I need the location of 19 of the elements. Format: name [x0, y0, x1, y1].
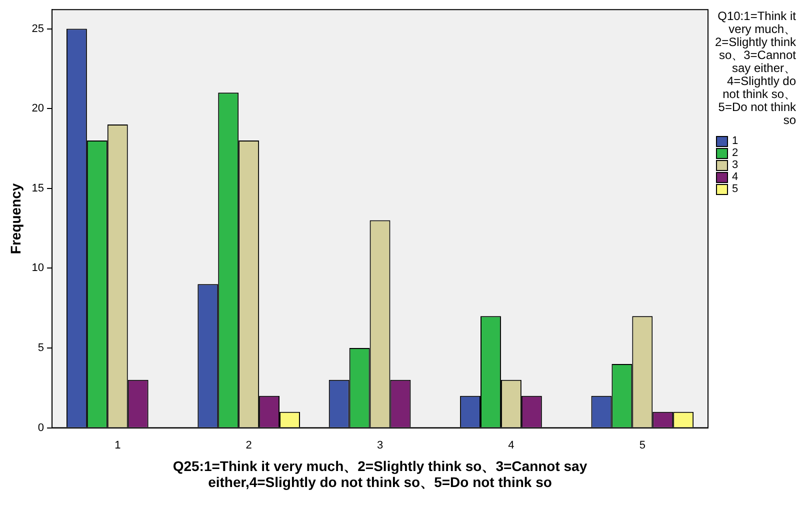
y-tick-label: 5 — [38, 342, 44, 354]
legend-label: 3 — [732, 159, 738, 171]
legend-label: 2 — [732, 147, 738, 159]
legend-label: 1 — [732, 135, 738, 147]
legend-label: 5 — [732, 183, 738, 195]
y-tick-label: 25 — [32, 22, 44, 35]
x-tick-label: 1 — [114, 439, 121, 452]
x-axis-title: Q25:1=Think it very much、2=Slightly think so、3=Cannot say either,4=Slightly do not think so、5=Do not think so — [172, 458, 588, 490]
legend-label: 4 — [732, 171, 738, 183]
x-tick-label: 2 — [246, 439, 252, 452]
y-tick-label: 20 — [32, 102, 44, 115]
y-tick-label: 15 — [32, 182, 44, 194]
y-tick-label: 10 — [32, 262, 44, 274]
x-tick-label: 5 — [639, 439, 646, 452]
y-axis-title: Frequency — [7, 183, 24, 254]
y-tick-label: 0 — [38, 422, 44, 434]
text: Q10:1=Think it very much、2=Slightly think so、3=Cannot say either、4=Slightly do not think so、5=Do not think so — [714, 9, 796, 127]
x-tick-label: 3 — [376, 439, 384, 452]
x-tick-label: 4 — [508, 439, 514, 452]
